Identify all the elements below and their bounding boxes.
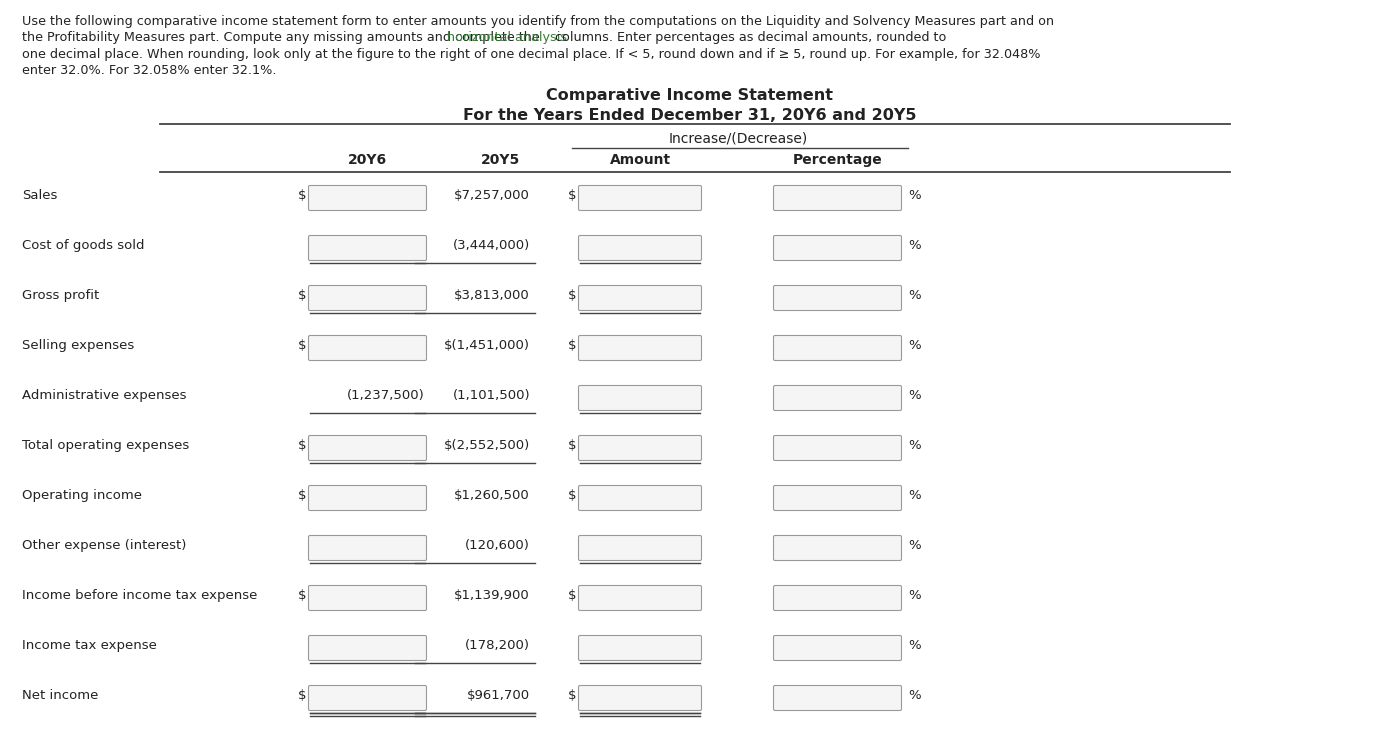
FancyBboxPatch shape [578,235,701,261]
Text: Increase/(Decrease): Increase/(Decrease) [669,132,809,146]
Text: $: $ [298,189,306,202]
Text: %: % [908,539,920,552]
Text: %: % [908,289,920,302]
Text: (1,237,500): (1,237,500) [348,389,425,402]
Text: $: $ [298,439,306,452]
Text: $1,260,500: $1,260,500 [454,489,530,502]
Text: %: % [908,189,920,202]
FancyBboxPatch shape [578,586,701,610]
FancyBboxPatch shape [774,686,901,710]
FancyBboxPatch shape [309,686,426,710]
FancyBboxPatch shape [309,335,426,361]
Text: %: % [908,339,920,352]
Text: $: $ [567,589,575,602]
FancyBboxPatch shape [309,586,426,610]
FancyBboxPatch shape [774,335,901,361]
FancyBboxPatch shape [309,436,426,460]
Text: Total operating expenses: Total operating expenses [22,439,189,452]
Text: %: % [908,639,920,652]
FancyBboxPatch shape [309,486,426,510]
Text: Net income: Net income [22,689,98,702]
FancyBboxPatch shape [774,385,901,411]
Text: Gross profit: Gross profit [22,289,99,302]
Text: $: $ [298,489,306,502]
Text: Comparative Income Statement: Comparative Income Statement [546,88,834,103]
FancyBboxPatch shape [774,636,901,660]
Text: 20Y5: 20Y5 [480,153,520,167]
Text: $(1,451,000): $(1,451,000) [444,339,530,352]
FancyBboxPatch shape [774,536,901,560]
FancyBboxPatch shape [578,436,701,460]
FancyBboxPatch shape [578,335,701,361]
Text: $: $ [298,689,306,702]
Text: $7,257,000: $7,257,000 [454,189,530,202]
Text: %: % [908,489,920,502]
FancyBboxPatch shape [309,185,426,211]
Text: For the Years Ended December 31, 20Y6 and 20Y5: For the Years Ended December 31, 20Y6 an… [464,108,916,123]
Text: Income before income tax expense: Income before income tax expense [22,589,258,602]
Text: $: $ [567,339,575,352]
FancyBboxPatch shape [578,636,701,660]
FancyBboxPatch shape [578,285,701,311]
FancyBboxPatch shape [578,536,701,560]
Text: %: % [908,439,920,452]
FancyBboxPatch shape [774,235,901,261]
FancyBboxPatch shape [578,185,701,211]
Text: Sales: Sales [22,189,58,202]
Text: (178,200): (178,200) [465,639,530,652]
Text: $: $ [567,689,575,702]
Text: $: $ [298,339,306,352]
FancyBboxPatch shape [774,285,901,311]
Text: one decimal place. When rounding, look only at the figure to the right of one de: one decimal place. When rounding, look o… [22,48,1041,61]
Text: the Profitability Measures part. Compute any missing amounts and complete the: the Profitability Measures part. Compute… [22,31,544,45]
Text: Selling expenses: Selling expenses [22,339,134,352]
Text: Use the following comparative income statement form to enter amounts you identif: Use the following comparative income sta… [22,15,1054,28]
Text: 20Y6: 20Y6 [348,153,386,167]
Text: Operating income: Operating income [22,489,142,502]
FancyBboxPatch shape [774,185,901,211]
Text: (120,600): (120,600) [465,539,530,552]
Text: %: % [908,389,920,402]
Text: $: $ [567,189,575,202]
Text: $1,139,900: $1,139,900 [454,589,530,602]
FancyBboxPatch shape [309,636,426,660]
FancyBboxPatch shape [578,686,701,710]
Text: $: $ [298,589,306,602]
FancyBboxPatch shape [774,436,901,460]
Text: %: % [908,589,920,602]
Text: enter 32.0%. For 32.058% enter 32.1%.: enter 32.0%. For 32.058% enter 32.1%. [22,64,276,78]
Text: Percentage: Percentage [792,153,882,167]
Text: $(2,552,500): $(2,552,500) [444,439,530,452]
Text: (1,101,500): (1,101,500) [453,389,530,402]
Text: horizontal analysis: horizontal analysis [447,31,567,45]
FancyBboxPatch shape [309,536,426,560]
Text: $961,700: $961,700 [466,689,530,702]
FancyBboxPatch shape [774,586,901,610]
Text: $: $ [567,439,575,452]
Text: $3,813,000: $3,813,000 [454,289,530,302]
Text: Administrative expenses: Administrative expenses [22,389,186,402]
Text: Cost of goods sold: Cost of goods sold [22,239,145,252]
FancyBboxPatch shape [309,235,426,261]
Text: Other expense (interest): Other expense (interest) [22,539,186,552]
Text: columns. Enter percentages as decimal amounts, rounded to: columns. Enter percentages as decimal am… [551,31,947,45]
Text: (3,444,000): (3,444,000) [453,239,530,252]
FancyBboxPatch shape [578,385,701,411]
Text: %: % [908,239,920,252]
FancyBboxPatch shape [578,486,701,510]
FancyBboxPatch shape [309,285,426,311]
FancyBboxPatch shape [774,486,901,510]
Text: Income tax expense: Income tax expense [22,639,157,652]
Text: $: $ [567,289,575,302]
Text: %: % [908,689,920,702]
Text: $: $ [567,489,575,502]
Text: Amount: Amount [610,153,671,167]
Text: $: $ [298,289,306,302]
